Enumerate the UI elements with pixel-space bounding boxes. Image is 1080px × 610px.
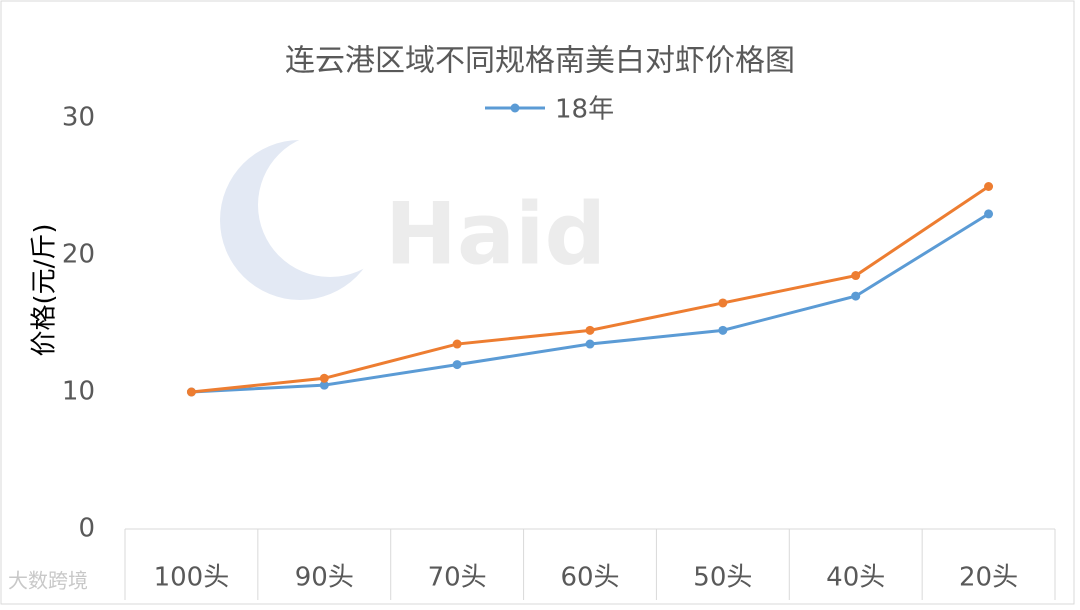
data-point xyxy=(319,380,329,390)
data-point xyxy=(585,339,595,349)
y-axis-title: 价格(元/斤) xyxy=(30,223,60,356)
x-tick-label: 40头 xyxy=(826,563,885,593)
data-point xyxy=(718,298,728,308)
watermark: Haid xyxy=(385,184,606,284)
data-point xyxy=(319,373,329,383)
x-tick-label: 100头 xyxy=(154,563,230,593)
data-point xyxy=(851,271,861,281)
watermark-logo xyxy=(258,133,402,277)
data-point xyxy=(186,387,196,397)
y-tick-label: 20 xyxy=(62,240,95,270)
y-tick-label: 10 xyxy=(62,377,95,407)
legend-label: 18年 xyxy=(555,95,614,125)
source-watermark: 大数跨境 xyxy=(8,569,88,593)
data-point xyxy=(984,209,994,219)
y-tick-label: 30 xyxy=(62,103,95,133)
x-tick-label: 60头 xyxy=(560,563,619,593)
x-tick-label: 90头 xyxy=(295,563,354,593)
data-point xyxy=(984,182,994,191)
x-tick-label: 20头 xyxy=(959,563,1018,593)
data-point xyxy=(452,360,462,370)
x-tick-label: 70头 xyxy=(428,563,487,593)
data-point xyxy=(718,325,728,335)
y-tick-label: 0 xyxy=(78,514,95,544)
legend-marker xyxy=(510,103,520,113)
data-point xyxy=(851,291,861,301)
data-point xyxy=(585,325,595,335)
data-point xyxy=(452,339,462,349)
x-tick-label: 50头 xyxy=(693,563,752,593)
chart-title: 连云港区域不同规格南美白对虾价格图 xyxy=(285,44,795,79)
